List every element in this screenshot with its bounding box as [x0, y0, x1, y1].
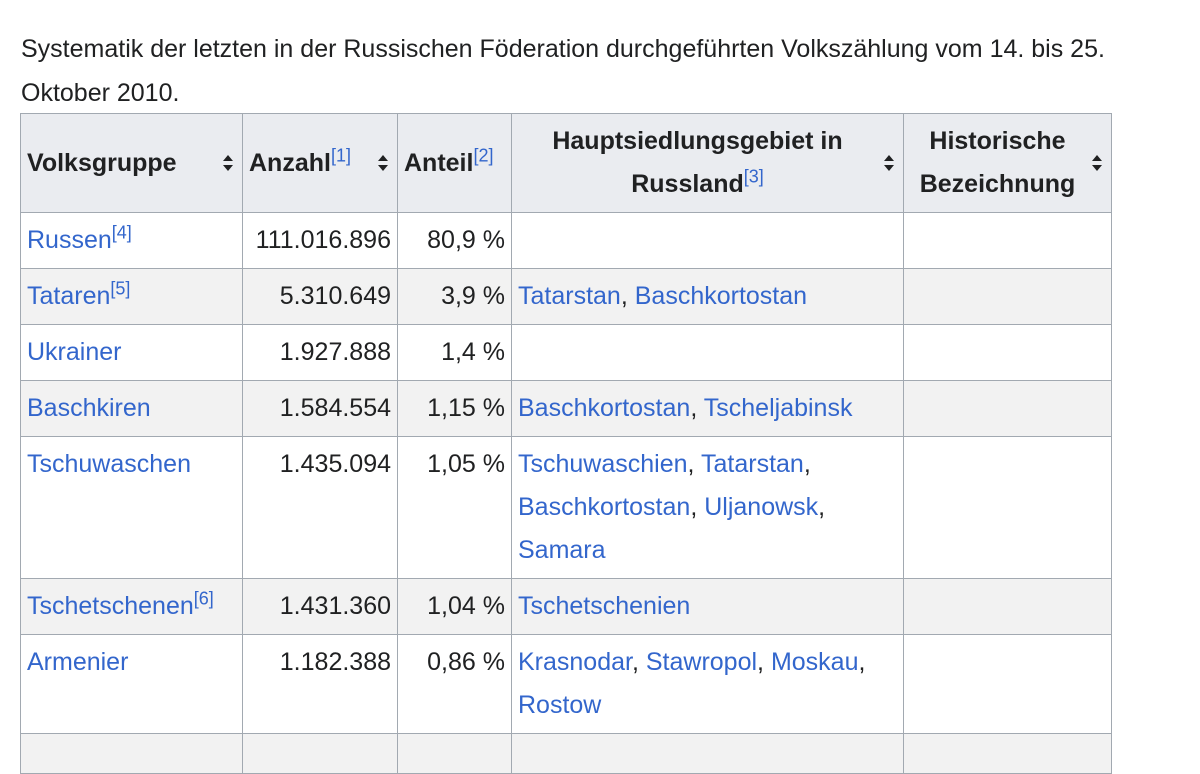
cell-historische-bezeichnung: [903, 212, 1112, 269]
region-link[interactable]: Tatarstan: [700, 450, 804, 478]
cell-anzahl: 1.431.360: [242, 578, 398, 635]
header-ref[interactable]: [1]: [330, 145, 351, 166]
table-row: Tschetschenen[6] 1.431.360 1,04 % Tschetsch…: [20, 578, 1112, 635]
cell-hauptsiedlungsgebiet: [511, 324, 904, 381]
header-ref[interactable]: [2]: [473, 145, 494, 166]
table-row: Russen[4] 111.016.896 80,9 %: [20, 212, 1112, 269]
sort-icon[interactable]: [377, 153, 389, 173]
table-row: Tataren[5] 5.310.649 3,9 % Tatarstan, Basch…: [20, 268, 1112, 325]
region-link[interactable]: Moskau: [770, 648, 859, 676]
region-link[interactable]: Stawropol: [645, 648, 758, 676]
header-label: Volksgruppe: [27, 148, 177, 177]
cell-historische-bezeichnung: [903, 380, 1112, 437]
table-row: Ukrainer 1.927.888 1,4 %: [20, 324, 1112, 381]
header-row: Volksgruppe Anzahl[1] Anteil[2] Hauptsie…: [20, 113, 1112, 213]
sort-icon[interactable]: [222, 153, 234, 173]
region-link[interactable]: Tscheljabinsk: [703, 394, 853, 422]
table-row: [20, 733, 1112, 774]
header-historische-bezeichnung[interactable]: Historische Bezeichnung: [903, 113, 1112, 213]
group-ref[interactable]: [5]: [110, 278, 131, 299]
group-link[interactable]: Tschetschenen: [27, 592, 194, 620]
group-ref[interactable]: [6]: [193, 588, 214, 609]
cell-anteil: 80,9 %: [397, 212, 512, 269]
intro-text: Systematik der letzten in der Russischen…: [21, 35, 1105, 107]
cell-anzahl: 1.182.388: [242, 634, 398, 734]
cell-anzahl: 1.927.888: [242, 324, 398, 381]
header-hauptsiedlungsgebiet[interactable]: Hauptsiedlungsgebiet in Russland[3]: [511, 113, 904, 213]
cell-anteil: 1,15 %: [397, 380, 512, 437]
table-row: Tschuwaschen 1.435.094 1,05 % Tschuwaschien…: [20, 436, 1112, 579]
group-link[interactable]: Tataren: [27, 282, 111, 310]
cell-volksgruppe: Armenier: [20, 634, 243, 734]
cell-historische-bezeichnung: [903, 268, 1112, 325]
cell-anzahl: 5.310.649: [242, 268, 398, 325]
header-anteil[interactable]: Anteil[2]: [397, 113, 512, 213]
cell-anteil: 3,9 %: [397, 268, 512, 325]
header-ref[interactable]: [3]: [743, 166, 764, 187]
region-link[interactable]: Tatarstan: [518, 282, 621, 310]
group-link[interactable]: Ukrainer: [27, 338, 122, 366]
cell-historische-bezeichnung: [903, 578, 1112, 635]
region-link[interactable]: Rostow: [518, 691, 602, 719]
sort-icon[interactable]: [883, 153, 895, 173]
group-link[interactable]: Armenier: [27, 648, 129, 676]
group-link[interactable]: Baschkiren: [27, 394, 151, 422]
table-row: Armenier 1.182.388 0,86 % Krasnodar, Stawro…: [20, 634, 1112, 734]
cell-hauptsiedlungsgebiet: Tschuwaschien, Tatarstan, Baschkortostan…: [511, 436, 904, 579]
header-label: Hauptsiedlungsgebiet in Russland: [552, 127, 843, 198]
header-label: Anzahl: [249, 148, 331, 177]
region-link[interactable]: Uljanowsk: [704, 493, 819, 521]
header-label: Anteil: [404, 148, 474, 177]
cell-hauptsiedlungsgebiet: [511, 212, 904, 269]
cell-volksgruppe: Baschkiren: [20, 380, 243, 437]
population-table: Volksgruppe Anzahl[1] Anteil[2] Hauptsie…: [20, 113, 1112, 774]
region-link[interactable]: Tschuwaschien: [518, 450, 688, 478]
cell-hauptsiedlungsgebiet: Baschkortostan, Tscheljabinsk: [511, 380, 904, 437]
region-link[interactable]: Baschkortostan: [634, 282, 808, 310]
group-ref[interactable]: [4]: [111, 222, 132, 243]
region-link[interactable]: Baschkortostan: [518, 493, 691, 521]
table-row: Baschkiren 1.584.554 1,15 % Baschkortostan,…: [20, 380, 1112, 437]
cell-anteil: 1,04 %: [397, 578, 512, 635]
cell-volksgruppe: Russen[4]: [20, 212, 243, 269]
sort-icon[interactable]: [1091, 153, 1103, 173]
cell-historische-bezeichnung: [903, 634, 1112, 734]
cell-hauptsiedlungsgebiet: Tschetschenien: [511, 578, 904, 635]
region-link[interactable]: Baschkortostan: [518, 394, 691, 422]
region-link[interactable]: Samara: [518, 536, 606, 564]
cell-anzahl: 1.584.554: [242, 380, 398, 437]
cell-historische-bezeichnung: [903, 324, 1112, 381]
cell-volksgruppe: Ukrainer: [20, 324, 243, 381]
cell-anteil: 0,86 %: [397, 634, 512, 734]
cell-historische-bezeichnung: [903, 436, 1112, 579]
cell-volksgruppe: Tschuwaschen: [20, 436, 243, 579]
region-link[interactable]: Tschetschenien: [518, 592, 691, 620]
cell-anteil: 1,05 %: [397, 436, 512, 579]
region-link[interactable]: Krasnodar: [518, 648, 632, 676]
cell-hauptsiedlungsgebiet: Tatarstan, Baschkortostan: [511, 268, 904, 325]
table-body: Russen[4] 111.016.896 80,9 % Tataren[5] 5.31…: [20, 212, 1112, 774]
cell-anzahl: 111.016.896: [242, 212, 398, 269]
cell-volksgruppe: Tataren[5]: [20, 268, 243, 325]
cell-anzahl: 1.435.094: [242, 436, 398, 579]
header-anzahl[interactable]: Anzahl[1]: [242, 113, 398, 213]
header-volksgruppe[interactable]: Volksgruppe: [20, 113, 243, 213]
group-link[interactable]: Tschuwaschen: [27, 450, 191, 478]
header-label: Historische Bezeichnung: [919, 127, 1076, 198]
cell-anteil: 1,4 %: [397, 324, 512, 381]
group-link[interactable]: Russen: [27, 226, 112, 254]
cell-hauptsiedlungsgebiet: Krasnodar, Stawropol, Moskau, Rostow: [511, 634, 904, 734]
cell-volksgruppe: Tschetschenen[6]: [20, 578, 243, 635]
